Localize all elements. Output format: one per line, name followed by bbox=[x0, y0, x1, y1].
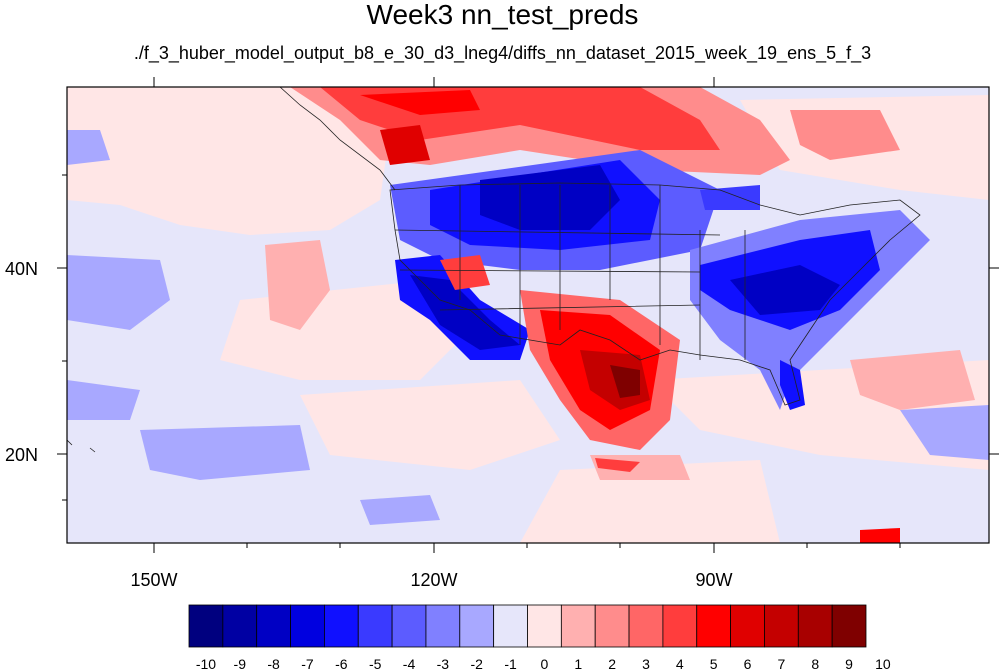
colorbar-swatch bbox=[425, 604, 461, 648]
colorbar-swatch bbox=[797, 604, 833, 648]
x-tick-label-120w: 120W bbox=[410, 570, 457, 590]
colorbar-label: -6 bbox=[335, 656, 348, 672]
colorbar-swatch bbox=[323, 604, 359, 648]
colorbar-label: -9 bbox=[234, 656, 247, 672]
map-title: Week3 nn_test_preds bbox=[366, 0, 639, 30]
colorbar-label: 9 bbox=[845, 656, 853, 672]
colorbar-label: -2 bbox=[471, 656, 484, 672]
colorbar-swatch bbox=[391, 604, 427, 648]
colorbar-label: -3 bbox=[437, 656, 450, 672]
y-tick-label-20n: 20N bbox=[5, 445, 38, 465]
colorbar-swatch bbox=[222, 604, 258, 648]
colorbar-swatch bbox=[256, 604, 291, 648]
colorbar-label: 4 bbox=[676, 656, 684, 672]
texas-positive bbox=[440, 255, 900, 543]
colorbar-label: 5 bbox=[710, 656, 718, 672]
colorbar-swatch bbox=[560, 604, 596, 648]
country-borders bbox=[67, 87, 921, 453]
colorbar-label: -5 bbox=[369, 656, 382, 672]
colorbar-swatch bbox=[831, 604, 867, 648]
colorbar-label: 0 bbox=[541, 656, 549, 672]
colorbar-swatch bbox=[357, 604, 393, 648]
colorbar-swatch bbox=[290, 604, 325, 648]
colorbar-label: 6 bbox=[744, 656, 752, 672]
plot-frame bbox=[66, 86, 990, 544]
y-tick-label-40n: 40N bbox=[5, 259, 38, 279]
colorbar-label: 8 bbox=[811, 656, 819, 672]
colorbar-labels: -10 -9 -8 -7 -6 -5 -4 -3 -2 -1 0 1 2 3 4 5 6 7 8 9 10 bbox=[196, 656, 891, 672]
x-tick-label-150w: 150W bbox=[130, 570, 177, 590]
colorbar-label: -4 bbox=[403, 656, 416, 672]
colorbar-swatch bbox=[662, 604, 698, 648]
colorbar-label: -7 bbox=[301, 656, 314, 672]
colorbar-swatch bbox=[628, 604, 664, 648]
colorbar bbox=[188, 604, 867, 648]
colorbar-label: -8 bbox=[267, 656, 280, 672]
colorbar-label: 7 bbox=[777, 656, 785, 672]
colorbar-swatch bbox=[527, 604, 562, 648]
northern-plains-negative bbox=[390, 150, 720, 270]
colorbar-label: -10 bbox=[196, 656, 216, 672]
axis-ticks bbox=[57, 77, 999, 553]
x-tick-label-90w: 90W bbox=[695, 570, 732, 590]
colorbar-swatch bbox=[730, 604, 765, 648]
colorbar-label: 1 bbox=[574, 656, 582, 672]
colorbar-label: -1 bbox=[504, 656, 517, 672]
colorbar-label: 10 bbox=[875, 656, 891, 672]
map-field bbox=[67, 87, 989, 543]
canada-positive-band bbox=[290, 87, 900, 175]
colorbar-swatch bbox=[459, 604, 495, 648]
light-negative-regions bbox=[67, 130, 989, 525]
map-subtitle: ./f_3_huber_model_output_b8_e_30_d3_lneg… bbox=[133, 43, 872, 63]
colorbar-swatch bbox=[493, 604, 528, 648]
colorbar-swatch bbox=[594, 604, 630, 648]
colorbar-swatch bbox=[696, 604, 731, 648]
colorbar-swatch bbox=[188, 604, 224, 648]
colorbar-label: 3 bbox=[642, 656, 650, 672]
colorbar-swatch bbox=[764, 604, 799, 648]
moderate-positive-regions bbox=[265, 240, 975, 480]
colorbar-label: 2 bbox=[608, 656, 616, 672]
